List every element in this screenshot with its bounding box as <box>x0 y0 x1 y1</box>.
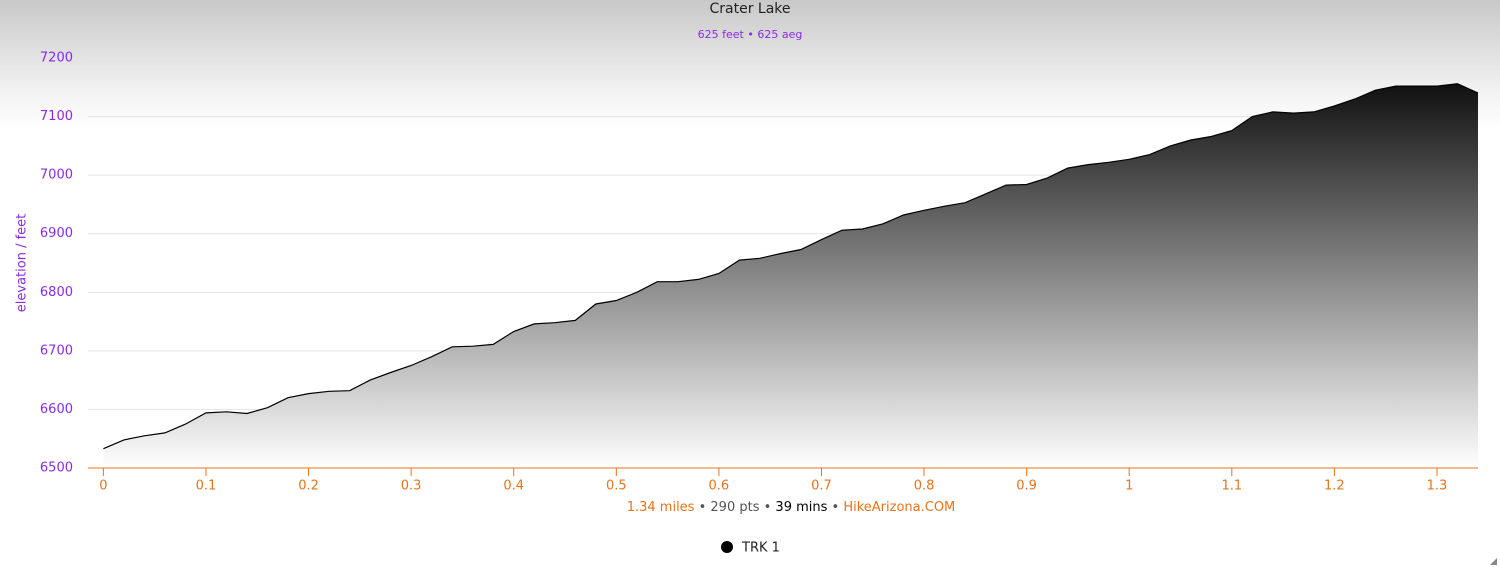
x-tick-label: 0.9 <box>1016 479 1037 494</box>
y-tick-label: 6600 <box>40 402 73 417</box>
y-tick-label: 7200 <box>40 51 73 66</box>
x-tick-label: 1.3 <box>1427 479 1448 494</box>
x-tick-label: 0.2 <box>298 479 319 494</box>
x-tick-label: 1.1 <box>1221 479 1242 494</box>
x-tick-label: 0.7 <box>811 479 832 494</box>
y-tick-label: 7000 <box>40 168 73 183</box>
area <box>103 83 1478 469</box>
x-tick-label: 0.3 <box>401 479 422 494</box>
x-tick-label: 0.4 <box>503 479 524 494</box>
footer-distance: 1.34 miles <box>627 500 695 515</box>
legend-label[interactable]: TRK 1 <box>741 541 780 556</box>
x-tick-label: 1.2 <box>1324 479 1345 494</box>
footer-points: 290 pts <box>710 500 759 515</box>
y-tick-label: 6500 <box>40 461 73 476</box>
x-tick-label: 0.8 <box>914 479 935 494</box>
y-tick-label: 6800 <box>40 285 73 300</box>
y-tick-label: 6900 <box>40 226 73 241</box>
x-tick-label: 1 <box>1125 479 1133 494</box>
x-tick-label: 0.5 <box>606 479 627 494</box>
footer-time: 39 mins <box>775 500 827 515</box>
y-tick-label: 6700 <box>40 343 73 358</box>
chart-title: Crater Lake <box>709 1 790 17</box>
line <box>103 83 1479 450</box>
x-tick-label: 0.1 <box>196 479 217 494</box>
footer-site: HikeArizona.COM <box>843 500 955 515</box>
y-axis-label: elevation / feet <box>15 214 30 312</box>
legend-marker <box>721 541 733 553</box>
y-tick-label: 7100 <box>40 109 73 124</box>
resize-handle <box>1490 558 1497 565</box>
footer: 1.34 miles • 290 pts • 39 mins • HikeAri… <box>627 500 956 515</box>
x-tick-label: 0.6 <box>709 479 730 494</box>
chart-subtitle: 625 feet • 625 aeg <box>698 28 803 41</box>
x-tick-label: 0 <box>99 479 107 494</box>
